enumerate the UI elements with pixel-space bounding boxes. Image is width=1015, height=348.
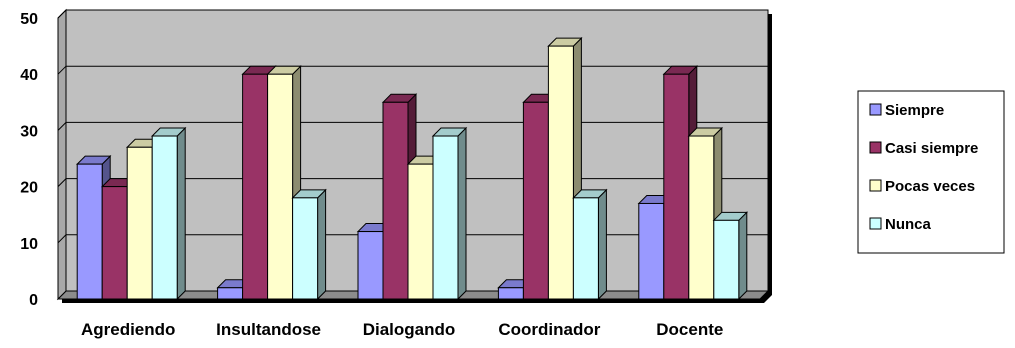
legend-swatch — [869, 103, 882, 116]
y-tick-label: 30 — [20, 123, 38, 140]
bar — [713, 219, 740, 300]
bar — [242, 73, 269, 300]
legend-label: Nunca — [885, 216, 932, 233]
bar — [292, 197, 319, 300]
bar — [638, 202, 665, 300]
legend-label: Siempre — [885, 102, 944, 119]
bar — [547, 45, 574, 300]
bar — [497, 287, 524, 300]
gridline — [57, 65, 768, 75]
bar — [126, 146, 153, 300]
bar — [151, 135, 178, 300]
bar — [688, 135, 715, 300]
gridline — [57, 9, 768, 19]
bar — [267, 73, 294, 300]
side-wall — [57, 8, 67, 301]
y-tick-label: 0 — [29, 292, 38, 309]
x-tick-label: Insultandose — [216, 320, 321, 339]
legend-box — [857, 90, 1005, 254]
y-tick-label: 50 — [20, 11, 38, 28]
bar — [357, 231, 384, 300]
bar — [101, 186, 128, 300]
bar — [217, 287, 244, 300]
legend-label: Pocas veces — [885, 178, 975, 195]
bar-side — [317, 188, 327, 301]
x-tick-label: Dialogando — [363, 320, 456, 339]
x-tick-label: Docente — [656, 320, 723, 339]
y-tick-label: 20 — [20, 180, 38, 197]
bar — [76, 163, 103, 300]
bar-side — [457, 126, 467, 301]
bar — [432, 135, 459, 300]
x-tick-label: Agrediendo — [81, 320, 175, 339]
bar — [522, 101, 549, 300]
bar — [382, 101, 409, 300]
bar — [663, 73, 690, 300]
y-tick-label: 10 — [20, 236, 38, 253]
bar — [572, 197, 599, 300]
bar — [407, 163, 434, 300]
legend-label: Casi siempre — [885, 140, 978, 157]
y-tick-label: 40 — [20, 67, 38, 84]
legend-swatch — [869, 217, 882, 230]
legend-swatch — [869, 141, 882, 154]
legend: Siempre Casi siempre Pocas veces Nunca — [857, 90, 1005, 254]
legend-swatch — [869, 179, 882, 192]
x-tick-label: Coordinador — [498, 320, 600, 339]
bar-side — [176, 126, 186, 301]
bars — [75, 36, 749, 301]
axes: 0 10 20 30 40 50 Agrediendo Insultandose Dialoga… — [20, 11, 723, 339]
bar-side — [597, 188, 607, 301]
bar-side — [738, 211, 748, 301]
